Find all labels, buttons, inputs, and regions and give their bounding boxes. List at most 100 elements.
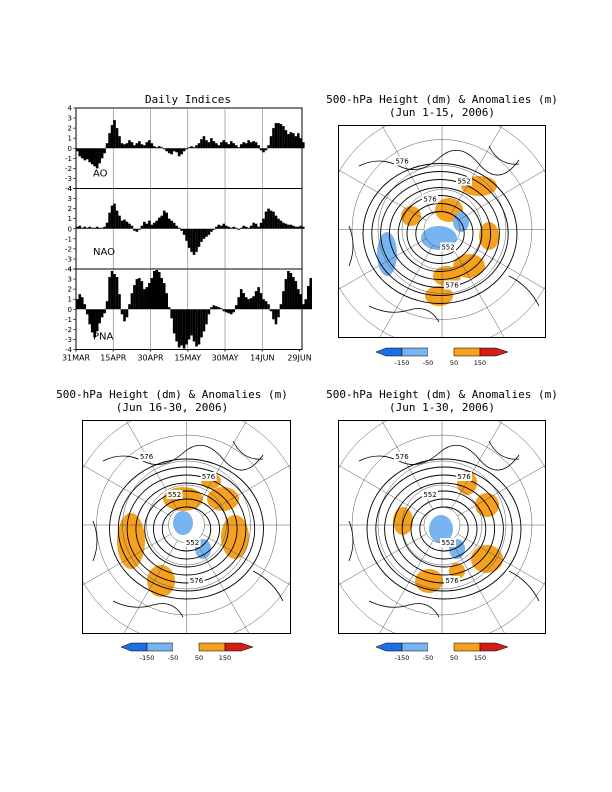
ytick-label: 4	[68, 185, 73, 193]
ytick-label: -3	[65, 175, 72, 183]
bar	[76, 226, 79, 229]
bar	[249, 225, 253, 229]
bar	[277, 218, 280, 229]
bar	[98, 227, 101, 229]
height-contour	[397, 195, 483, 272]
bar	[302, 226, 305, 229]
bar	[242, 225, 245, 229]
positive-anomaly	[453, 254, 485, 278]
height-contour	[109, 458, 264, 600]
coastline	[348, 145, 540, 323]
bar	[200, 228, 203, 242]
bar	[150, 278, 154, 310]
ytick-label: -4	[65, 346, 73, 354]
map2-svg: 576 552 576 552 576	[83, 421, 290, 633]
height-contour	[161, 506, 212, 552]
bar	[123, 219, 126, 229]
bar	[120, 220, 124, 229]
ytick-label: -2	[65, 165, 72, 173]
meridian	[195, 540, 250, 633]
bar	[172, 222, 176, 229]
bar	[165, 212, 168, 229]
bar	[259, 148, 263, 151]
bar	[269, 136, 273, 149]
bar	[128, 140, 131, 149]
map1-title: 500-hPa Height (dm) & Anomalies (m)	[326, 93, 558, 106]
contour-label-bg	[394, 452, 410, 461]
colorbar-neutral	[428, 643, 454, 651]
meridian	[339, 465, 427, 517]
positive-anomaly	[425, 286, 453, 306]
bar	[152, 222, 156, 229]
meridian	[450, 126, 503, 215]
contour-label: 576	[445, 282, 459, 290]
bar	[130, 293, 134, 310]
map3-panel: 576 552 576 552 576	[338, 420, 546, 634]
colorbar-neutral	[428, 348, 454, 356]
meridian	[381, 126, 434, 215]
bar	[297, 289, 300, 310]
contour-label: 576	[140, 453, 154, 461]
bar	[145, 287, 149, 310]
bar	[113, 120, 116, 149]
colorbar-pos-strong	[224, 642, 254, 652]
xtick-label: 14JUN	[250, 354, 274, 363]
bar	[239, 227, 243, 229]
bar	[232, 143, 236, 149]
colorbar-neg	[146, 642, 174, 652]
bar	[118, 294, 121, 310]
bar	[170, 220, 173, 229]
xtick-label: 15APR	[100, 354, 126, 363]
ytick-label: -4	[65, 266, 73, 274]
ytick-label: -2	[65, 326, 72, 334]
bar	[95, 226, 99, 229]
bar	[85, 148, 89, 160]
map1-panel: 576 576 552 552 576	[338, 125, 546, 338]
bar	[103, 226, 106, 229]
contour-label: 552	[168, 491, 181, 499]
bar	[234, 145, 238, 149]
bar	[167, 307, 171, 310]
bar	[279, 304, 283, 310]
bar	[287, 271, 290, 310]
bar	[143, 289, 146, 310]
contour-label-bg	[200, 472, 217, 481]
contour-label-bg	[422, 490, 438, 499]
bar	[225, 225, 228, 229]
series-label: NAO	[93, 247, 115, 258]
bar	[247, 299, 250, 310]
panel-ao: -4 -3 -2 -1 0 1 2 3 4 AO	[65, 105, 305, 193]
bar	[108, 277, 111, 310]
bar	[279, 124, 283, 149]
map3-subtitle: (Jun 1-30, 2006)	[389, 401, 495, 414]
bar	[309, 278, 312, 310]
bar	[234, 227, 238, 229]
bar	[105, 222, 109, 229]
ytick-label: -1	[65, 155, 72, 163]
meridian	[126, 421, 178, 510]
bar	[100, 309, 104, 318]
bar	[215, 226, 218, 229]
bar	[302, 142, 305, 149]
bar	[297, 226, 300, 229]
ytick-label: 3	[68, 115, 72, 123]
negative-anomaly	[377, 232, 397, 276]
bar	[200, 139, 203, 149]
colorbar-pos	[453, 347, 481, 357]
meridian	[339, 169, 427, 221]
bar	[259, 222, 263, 229]
bar	[125, 221, 129, 229]
colorbar-neutral	[173, 643, 199, 651]
panel-pna: -4 -3 -2 -1 0 1 2 3 4 PNA	[65, 266, 312, 354]
contour-label: 552	[186, 539, 199, 547]
contour-label: 552	[457, 178, 470, 186]
bar	[125, 309, 129, 318]
bar	[244, 143, 248, 149]
bar	[220, 225, 223, 229]
bar	[225, 309, 228, 313]
bar	[130, 142, 134, 149]
colorbar-label: -150	[140, 654, 155, 662]
colorbar-label: -150	[395, 654, 410, 662]
bar	[115, 277, 119, 310]
bar	[210, 138, 213, 149]
